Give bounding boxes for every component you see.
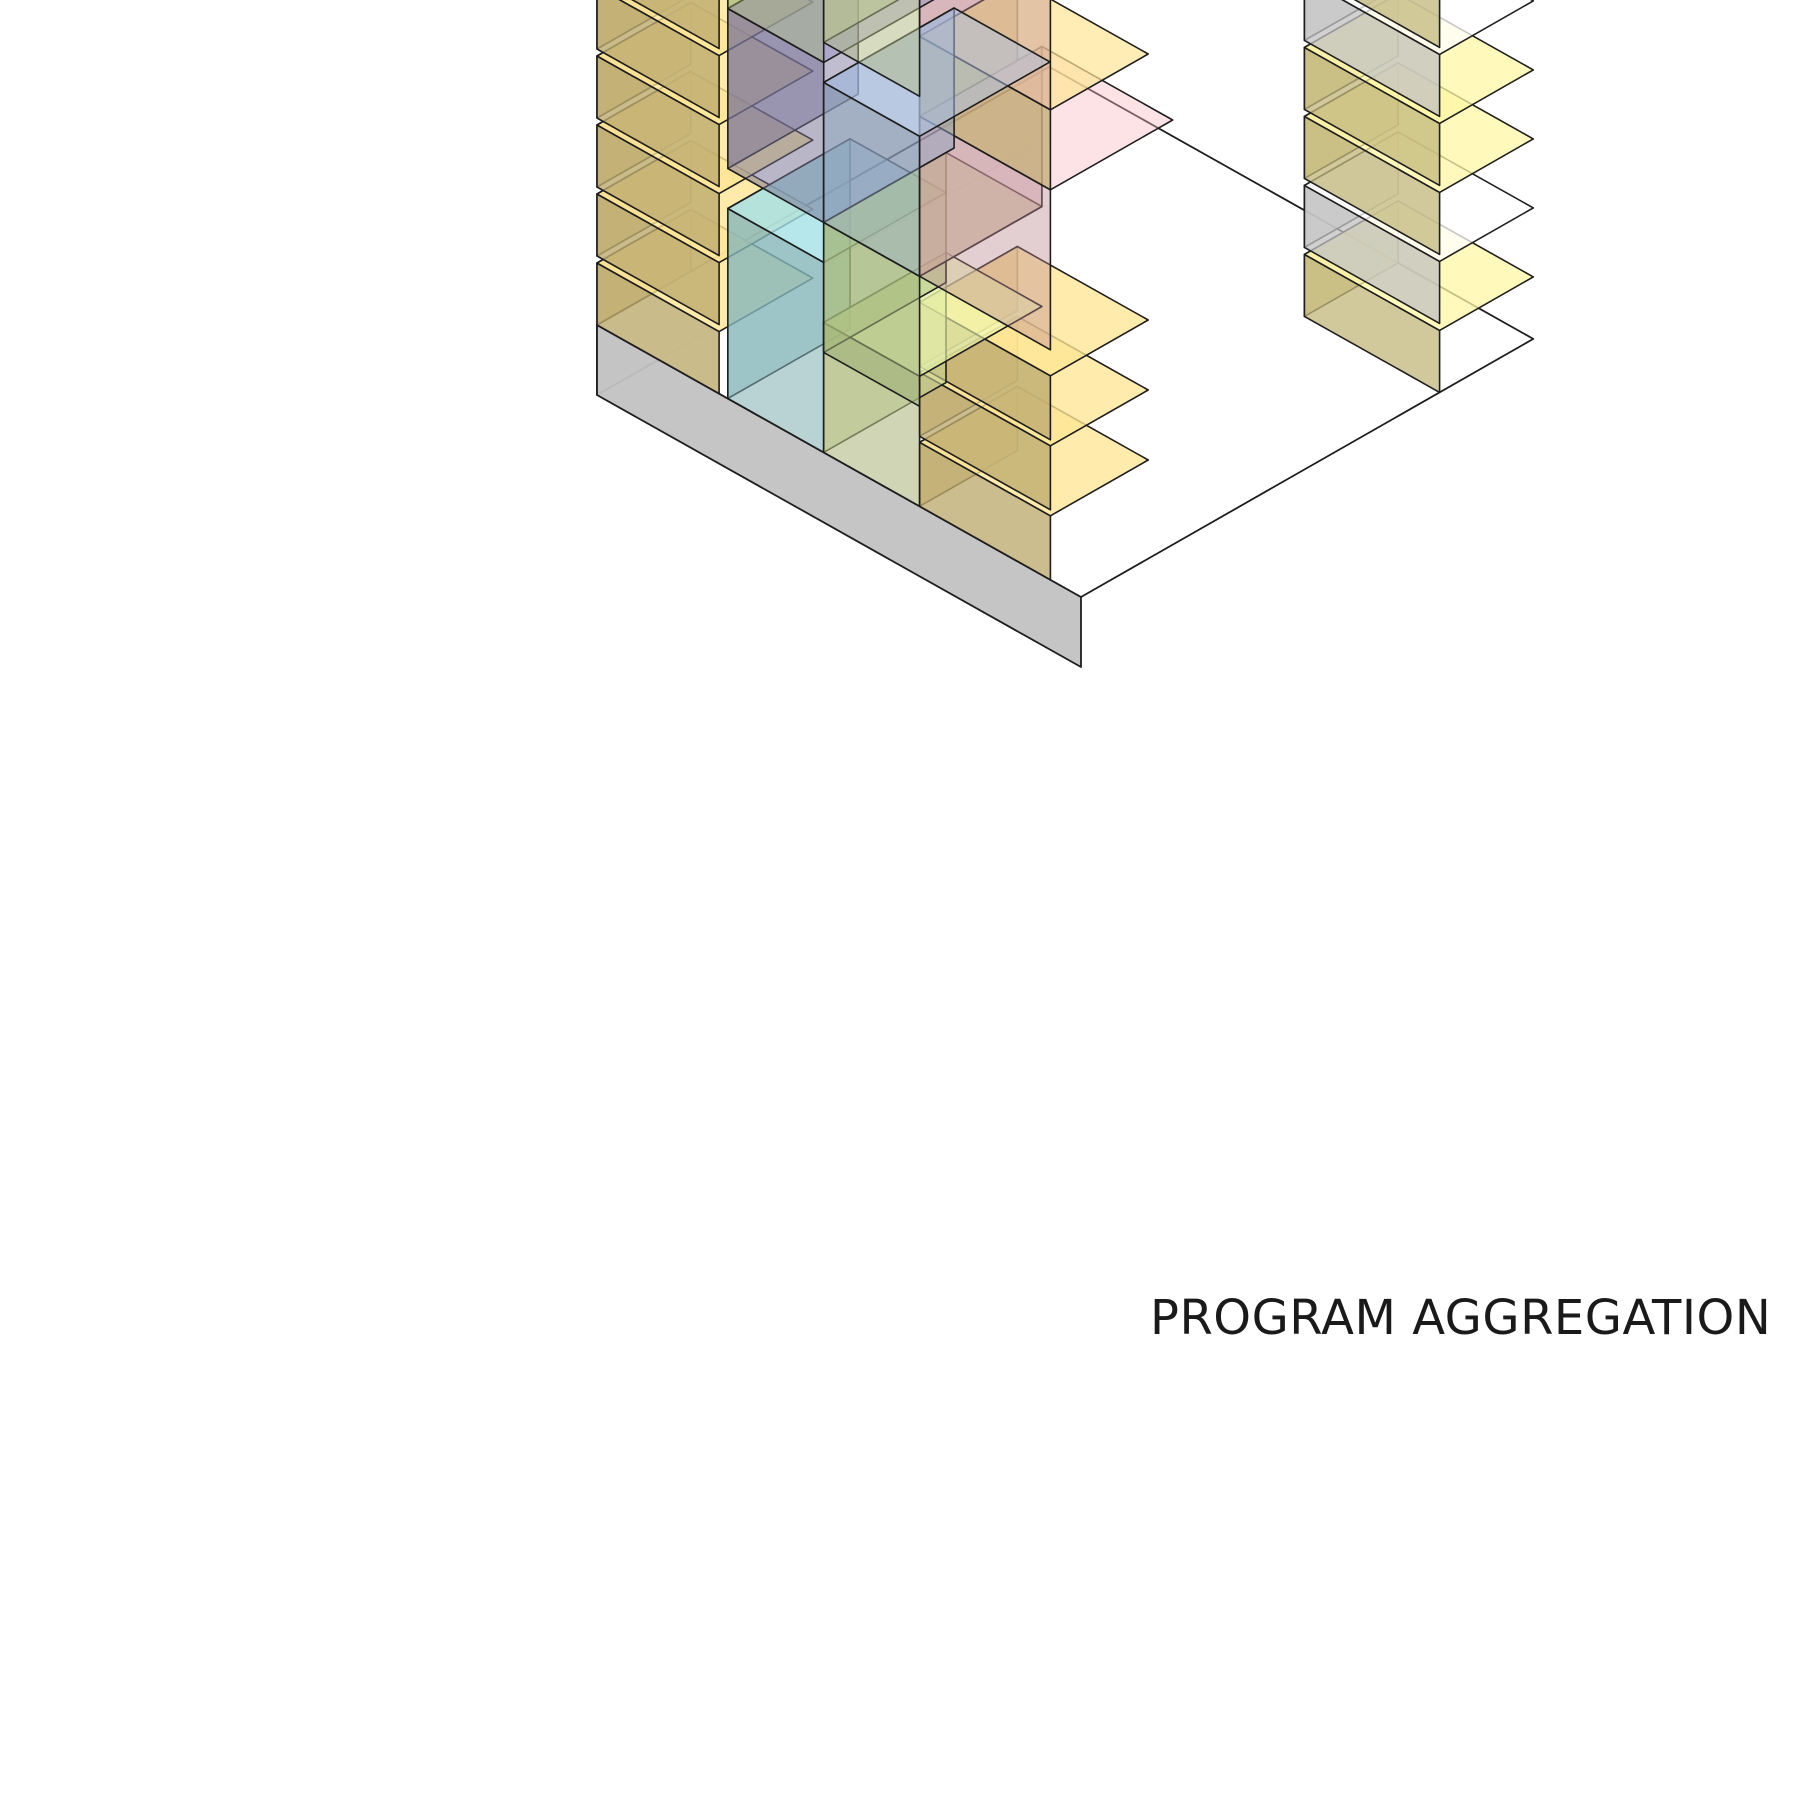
program-green-mid [726,0,825,64]
residential-unit-right [1353,0,1441,49]
residential-unit-left [630,0,720,50]
program-blocks [596,0,1535,668]
program-lime-mid [822,0,921,98]
program-blue-lower [822,7,1051,278]
diagram-caption: PROGRAM AGGREGATION [1150,1290,1772,1346]
